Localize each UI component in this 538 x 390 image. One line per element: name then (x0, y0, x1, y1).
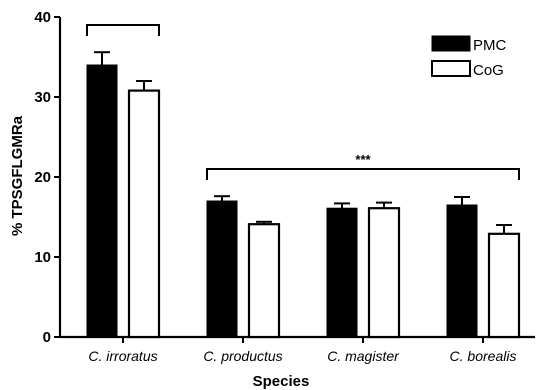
bar-pmc (206, 200, 238, 338)
bar-cog (367, 207, 401, 339)
bar-pmc (446, 204, 478, 338)
x-tick-label: C. productus (203, 348, 282, 364)
legend: PMC CoG (431, 35, 507, 79)
bar-pmc (86, 64, 118, 338)
y-tick-label: 10 (34, 249, 51, 266)
bar-cog (247, 223, 281, 339)
y-axis: 0 10 20 30 40 (34, 9, 62, 346)
legend-label: CoG (473, 62, 504, 79)
legend-swatch-cog (431, 60, 471, 77)
significance-label: *** (355, 152, 371, 167)
y-axis-title: % TPSGFLGMRa (9, 115, 26, 236)
x-tick-label: C. magister (327, 348, 400, 364)
legend-label: PMC (473, 37, 507, 54)
significance-bracket (86, 24, 160, 36)
bar-cog (127, 89, 161, 339)
significance-bracket (206, 168, 520, 180)
x-axis-title: Species (253, 373, 310, 390)
bars-group (86, 51, 521, 339)
y-tick-label: 30 (34, 89, 51, 106)
x-tick-label: C. borealis (450, 348, 517, 364)
y-tick-label: 40 (34, 9, 51, 26)
legend-swatch-pmc (431, 35, 471, 52)
bar-cog (487, 232, 521, 339)
y-tick-label: 0 (43, 329, 51, 346)
y-tick-label: 20 (34, 169, 51, 186)
x-tick-label: C. irroratus (88, 348, 157, 364)
bar-pmc (326, 207, 358, 338)
x-axis: C. irroratus C. productus C. magister C. bo… (60, 335, 535, 364)
significance-annotations: *** (86, 24, 520, 180)
